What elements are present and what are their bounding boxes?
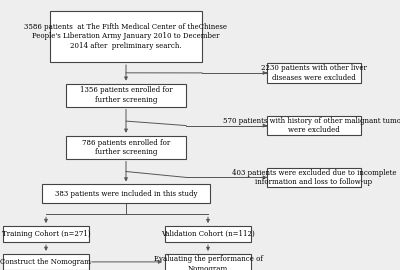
FancyBboxPatch shape: [66, 136, 186, 158]
Text: Construct the Nomogram: Construct the Nomogram: [0, 258, 92, 266]
FancyBboxPatch shape: [165, 226, 251, 242]
FancyBboxPatch shape: [3, 254, 89, 270]
Text: 2230 patients with other liver
diseases were excluded: 2230 patients with other liver diseases …: [261, 64, 367, 82]
FancyBboxPatch shape: [3, 226, 89, 242]
Text: 786 patients enrolled for
further screening: 786 patients enrolled for further screen…: [82, 139, 170, 156]
Text: Validation Cohort (n=112): Validation Cohort (n=112): [161, 230, 255, 238]
FancyBboxPatch shape: [267, 168, 361, 187]
Text: 1356 patients enrolled for
further screening: 1356 patients enrolled for further scree…: [80, 86, 172, 104]
Text: 570 patients with history of other malignant tumor
were excluded: 570 patients with history of other malig…: [223, 117, 400, 134]
FancyBboxPatch shape: [42, 184, 210, 203]
FancyBboxPatch shape: [66, 84, 186, 106]
FancyBboxPatch shape: [165, 254, 251, 270]
FancyBboxPatch shape: [267, 116, 361, 135]
FancyBboxPatch shape: [267, 63, 361, 83]
Text: 3586 patients  at The Fifth Medical Center of theChinese
People's Liberation Arm: 3586 patients at The Fifth Medical Cente…: [24, 23, 228, 50]
Text: Training Cohort (n=271): Training Cohort (n=271): [2, 230, 90, 238]
Text: Evaluating the performance of
Nomogram: Evaluating the performance of Nomogram: [154, 255, 262, 270]
Text: 403 patients were excluded due to incomplete
information and loss to follow-up: 403 patients were excluded due to incomp…: [232, 169, 396, 186]
Text: 383 patients were included in this study: 383 patients were included in this study: [55, 190, 197, 198]
FancyBboxPatch shape: [50, 11, 202, 62]
